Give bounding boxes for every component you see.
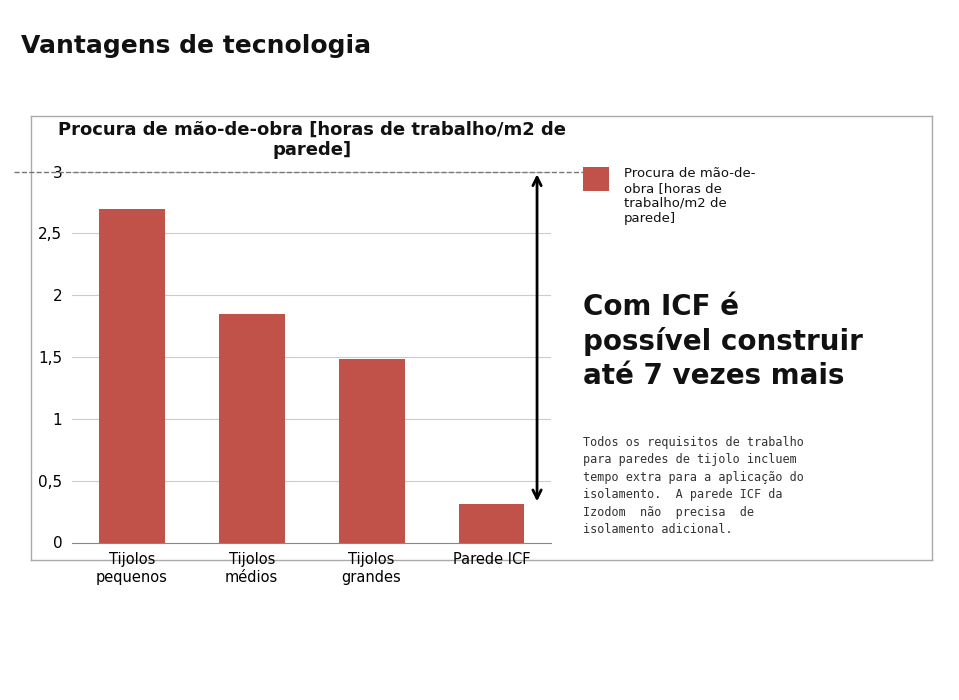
Text: Procura de mão-de-obra [horas de trabalho/m2 de
parede]: Procura de mão-de-obra [horas de trabalh… [58,120,566,160]
Bar [458,504,525,542]
Text: Todos os requisitos de trabalho
para paredes de tijolo incluem
tempo extra para : Todos os requisitos de trabalho para par… [583,435,804,536]
Bar [583,167,609,191]
Text: Com ICF é
possível construir
até 7 vezes mais: Com ICF é possível construir até 7 vezes… [583,293,863,389]
Bar [99,209,165,542]
Bar [339,360,405,542]
Text: Vantagens de tecnologia: Vantagens de tecnologia [21,34,371,58]
Text: Procura de mão-de-
obra [horas de
trabalho/m2 de
parede]: Procura de mão-de- obra [horas de trabal… [624,167,756,225]
Text: Perfil da empresa: Perfil da empresa [368,580,591,600]
Bar [219,314,285,542]
